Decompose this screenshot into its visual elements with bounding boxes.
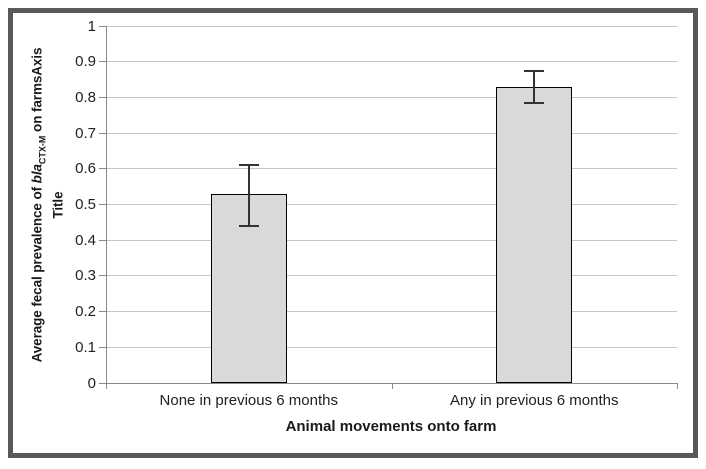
gridline: [106, 25, 677, 27]
y-tick-mark: [99, 239, 106, 241]
y-tick-mark: [99, 346, 106, 348]
y-axis-title-line2: Title: [50, 191, 66, 219]
x-tick-mark: [391, 383, 393, 389]
gridline: [106, 132, 677, 134]
category-label-1: None in previous 6 months: [159, 392, 338, 409]
y-tick-label: 0.4: [75, 231, 96, 249]
error-bar-cap-top-1: [238, 164, 259, 167]
y-tick-label: 0.5: [75, 196, 96, 213]
y-tick-mark: [99, 25, 106, 27]
gridline: [106, 204, 677, 205]
y-axis-title-line1: Average fecal prevalence of blaCTX-M on …: [30, 48, 51, 363]
category-label-2: Any in previous 6 months: [450, 392, 619, 409]
error-bar-1: [247, 165, 250, 226]
gridline: [106, 168, 677, 170]
y-axis-title-suffix: on farmsAxis: [29, 47, 45, 136]
y-tick-label: 0: [87, 374, 96, 392]
gene-subscript: CTX-M: [37, 135, 48, 165]
y-tick-mark: [99, 311, 106, 313]
y-tick-mark: [99, 204, 106, 205]
gridline: [106, 96, 677, 98]
y-tick-mark: [99, 382, 106, 384]
y-tick-mark: [99, 132, 106, 134]
y-tick-label: 0.9: [75, 53, 96, 71]
y-tick-label: 0.7: [75, 124, 96, 142]
error-bar-2: [533, 70, 536, 103]
gridline: [106, 61, 677, 63]
y-tick-mark: [99, 61, 106, 63]
y-tick-label: 1: [87, 17, 96, 35]
x-tick-mark: [106, 383, 107, 389]
gridline: [106, 239, 677, 241]
y-tick-mark: [99, 168, 106, 170]
gridline: [106, 311, 677, 313]
gridline: [106, 346, 677, 348]
y-axis-line: [106, 26, 107, 383]
y-tick-label: 0.2: [75, 303, 96, 321]
x-axis-title: Animal movements onto farm: [285, 418, 497, 435]
y-tick-label: 0.3: [75, 267, 96, 285]
y-tick-mark: [99, 275, 106, 277]
error-bar-cap-bottom-1: [238, 224, 259, 227]
y-tick-label: 0.6: [75, 160, 96, 178]
gene-name-italic: bla: [29, 164, 45, 184]
y-tick-label: 0.1: [75, 338, 96, 356]
gridline: [106, 275, 677, 277]
y-tick-mark: [99, 96, 106, 98]
error-bar-cap-bottom-2: [524, 101, 545, 104]
y-axis-title-prefix: Average fecal prevalence of: [29, 183, 45, 363]
error-bar-cap-top-2: [524, 69, 545, 72]
bar-2: [496, 86, 573, 383]
y-tick-label: 0.8: [75, 88, 96, 106]
y-axis-title: Average fecal prevalence of blaCTX-M on …: [30, 48, 67, 363]
x-tick-mark: [677, 383, 678, 389]
